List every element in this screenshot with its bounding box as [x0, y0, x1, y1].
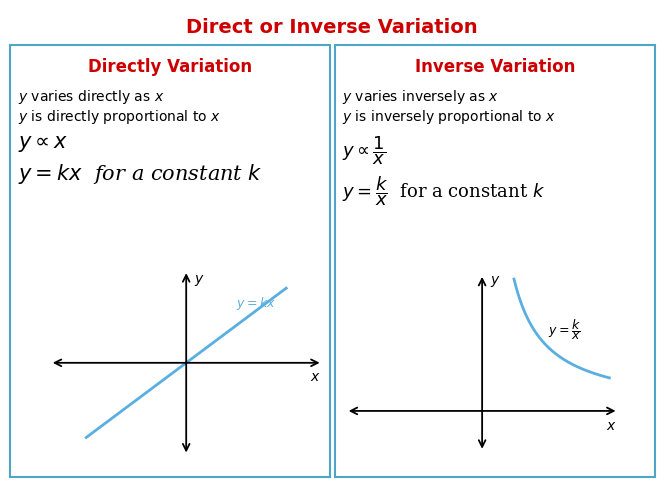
- Text: Inverse Variation: Inverse Variation: [415, 58, 575, 76]
- Text: $y = kx$  for a constant $k$: $y = kx$ for a constant $k$: [18, 162, 263, 186]
- Text: $y = \dfrac{k}{x}$  for a constant $k$: $y = \dfrac{k}{x}$ for a constant $k$: [342, 174, 545, 207]
- Text: $y = kx$: $y = kx$: [236, 295, 276, 312]
- Text: $x$: $x$: [606, 419, 617, 433]
- Text: $y$: $y$: [490, 274, 501, 289]
- Text: $y \propto \dfrac{1}{x}$: $y \propto \dfrac{1}{x}$: [342, 134, 386, 167]
- Text: $y \propto x$: $y \propto x$: [18, 134, 68, 154]
- Text: $y$: $y$: [194, 273, 205, 288]
- Text: $y$ is inversely proportional to $x$: $y$ is inversely proportional to $x$: [342, 108, 556, 126]
- Text: Directly Variation: Directly Variation: [88, 58, 252, 76]
- Text: $y$ is directly proportional to $x$: $y$ is directly proportional to $x$: [18, 108, 221, 126]
- Text: $x$: $x$: [311, 370, 321, 384]
- Text: Direct or Inverse Variation: Direct or Inverse Variation: [186, 18, 478, 37]
- Text: $y = \dfrac{k}{x}$: $y = \dfrac{k}{x}$: [548, 317, 581, 342]
- Bar: [335, 45, 655, 477]
- Text: $y$ varies inversely as $x$: $y$ varies inversely as $x$: [342, 88, 499, 106]
- Text: $y$ varies directly as $x$: $y$ varies directly as $x$: [18, 88, 164, 106]
- Bar: [10, 45, 330, 477]
